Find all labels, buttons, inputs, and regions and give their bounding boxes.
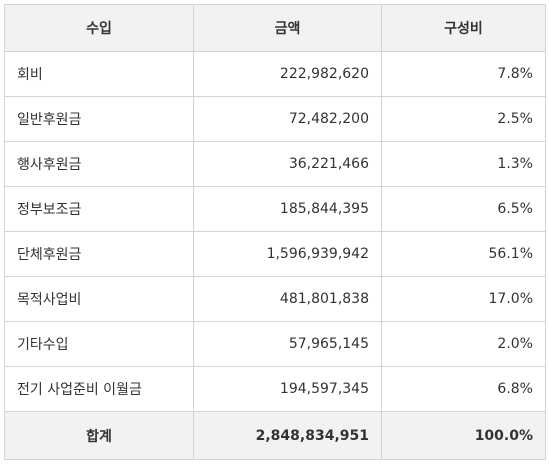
row-item: 기타수입 <box>4 321 194 367</box>
table-row: 행사후원금 36,221,466 1.3% <box>4 141 546 187</box>
table-footer: 합계 2,848,834,951 100.0% <box>4 411 546 460</box>
income-table: 수입 금액 구성비 회비 222,982,620 7.8% 일반후원금 72,4… <box>4 4 546 460</box>
row-item: 단체후원금 <box>4 231 194 277</box>
row-ratio: 6.8% <box>381 366 546 412</box>
header-ratio: 구성비 <box>381 4 546 52</box>
table-row: 목적사업비 481,801,838 17.0% <box>4 276 546 322</box>
total-label: 합계 <box>4 411 194 460</box>
total-row: 합계 2,848,834,951 100.0% <box>4 411 546 460</box>
row-ratio: 17.0% <box>381 276 546 322</box>
table-row: 단체후원금 1,596,939,942 56.1% <box>4 231 546 277</box>
table-row: 일반후원금 72,482,200 2.5% <box>4 96 546 142</box>
row-amount: 194,597,345 <box>193 366 382 412</box>
row-ratio: 1.3% <box>381 141 546 187</box>
table-row: 회비 222,982,620 7.8% <box>4 51 546 97</box>
row-amount: 57,965,145 <box>193 321 382 367</box>
row-amount: 481,801,838 <box>193 276 382 322</box>
income-table-container: 수입 금액 구성비 회비 222,982,620 7.8% 일반후원금 72,4… <box>4 4 546 460</box>
row-item: 목적사업비 <box>4 276 194 322</box>
row-item: 전기 사업준비 이월금 <box>4 366 194 412</box>
table-row: 전기 사업준비 이월금 194,597,345 6.8% <box>4 366 546 412</box>
row-amount: 36,221,466 <box>193 141 382 187</box>
row-amount: 185,844,395 <box>193 186 382 232</box>
row-ratio: 56.1% <box>381 231 546 277</box>
row-amount: 72,482,200 <box>193 96 382 142</box>
row-amount: 1,596,939,942 <box>193 231 382 277</box>
row-item: 회비 <box>4 51 194 97</box>
row-ratio: 7.8% <box>381 51 546 97</box>
header-row: 수입 금액 구성비 <box>4 4 546 52</box>
row-item: 정부보조금 <box>4 186 194 232</box>
row-amount: 222,982,620 <box>193 51 382 97</box>
row-ratio: 6.5% <box>381 186 546 232</box>
row-ratio: 2.5% <box>381 96 546 142</box>
header-income: 수입 <box>4 4 194 52</box>
table-body: 회비 222,982,620 7.8% 일반후원금 72,482,200 2.5… <box>4 51 546 412</box>
row-item: 행사후원금 <box>4 141 194 187</box>
total-ratio: 100.0% <box>381 411 546 460</box>
table-row: 기타수입 57,965,145 2.0% <box>4 321 546 367</box>
row-ratio: 2.0% <box>381 321 546 367</box>
table-row: 정부보조금 185,844,395 6.5% <box>4 186 546 232</box>
row-item: 일반후원금 <box>4 96 194 142</box>
table-header: 수입 금액 구성비 <box>4 4 546 52</box>
total-amount: 2,848,834,951 <box>193 411 382 460</box>
header-amount: 금액 <box>193 4 382 52</box>
